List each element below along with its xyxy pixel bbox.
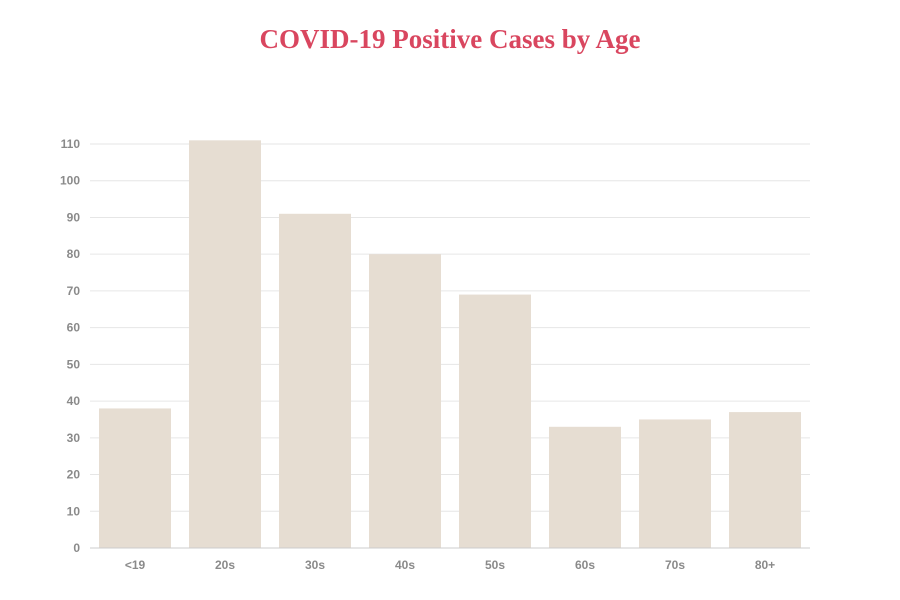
y-tick-label: 110 (61, 137, 81, 151)
x-tick-label: 20s (215, 558, 235, 572)
x-tick-label: <19 (125, 558, 146, 572)
y-tick-label: 30 (67, 431, 81, 445)
bar-2 (279, 213, 351, 549)
y-tick-label: 60 (67, 321, 81, 335)
y-tick-label: 20 (67, 468, 81, 482)
y-tick-label: 100 (60, 174, 80, 188)
y-tick-label: 10 (67, 504, 81, 518)
bar-3 (369, 254, 441, 548)
bar-1 (189, 140, 261, 548)
x-tick-label: 80+ (755, 558, 775, 572)
x-tick-label: 30s (305, 558, 325, 572)
y-tick-label: 70 (67, 284, 81, 298)
y-tick-label: 80 (67, 247, 81, 261)
x-tick-label: 50s (485, 558, 505, 572)
x-tick-label: 70s (665, 558, 685, 572)
bar-0 (99, 408, 171, 548)
y-tick-label: 0 (73, 541, 80, 555)
x-tick-label: 60s (575, 558, 595, 572)
y-tick-label: 50 (67, 357, 81, 371)
chart-title: COVID-19 Positive Cases by Age (259, 24, 641, 54)
y-tick-label: 90 (67, 210, 81, 224)
bar-7 (729, 412, 801, 548)
y-tick-label: 40 (67, 394, 81, 408)
bar-4 (459, 294, 531, 548)
x-tick-label: 40s (395, 558, 415, 572)
bar-6 (639, 419, 711, 548)
bar-5 (549, 426, 621, 548)
bars (99, 140, 801, 549)
axes: 0 10 20 30 40 50 60 70 80 90 100 110 <19 20s 30s 40s 50s… (60, 137, 810, 572)
